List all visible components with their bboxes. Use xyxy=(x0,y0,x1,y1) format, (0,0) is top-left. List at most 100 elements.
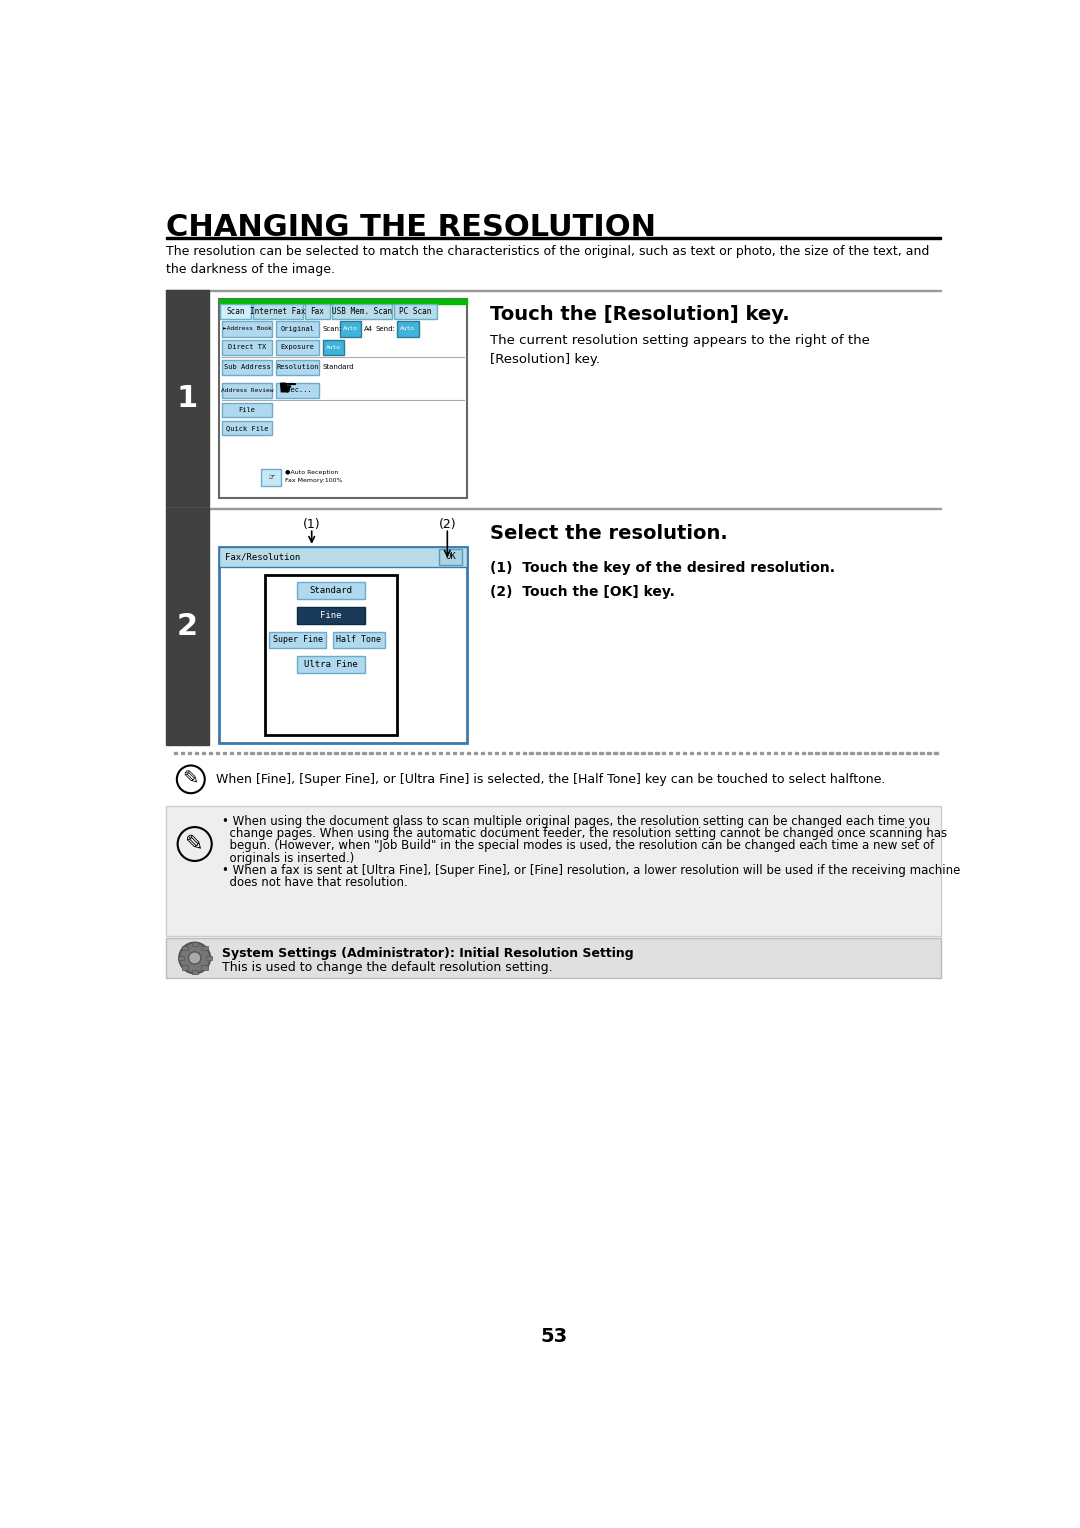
Bar xyxy=(795,752,798,753)
Bar xyxy=(418,752,421,753)
Bar xyxy=(460,752,463,753)
Bar xyxy=(191,941,198,946)
Bar xyxy=(177,955,184,960)
Bar xyxy=(858,752,861,753)
Text: System Settings (Administrator): Initial Resolution Setting: System Settings (Administrator): Initial… xyxy=(221,947,634,960)
Text: Fine: Fine xyxy=(321,611,342,620)
Bar xyxy=(276,384,319,399)
Bar xyxy=(543,752,546,753)
Bar xyxy=(202,966,207,970)
Bar xyxy=(481,752,484,753)
Text: The current resolution setting appears to the right of the
[Resolution] key.: The current resolution setting appears t… xyxy=(490,335,869,367)
Bar xyxy=(759,752,764,753)
Bar xyxy=(362,752,365,753)
Text: Fax: Fax xyxy=(311,307,324,316)
Bar xyxy=(188,752,191,753)
Bar xyxy=(809,752,812,753)
Text: 2: 2 xyxy=(176,613,198,642)
Bar xyxy=(509,752,512,753)
Bar xyxy=(397,321,419,336)
Bar xyxy=(334,752,338,753)
Bar xyxy=(251,752,254,753)
Text: 53: 53 xyxy=(540,1328,567,1346)
Bar xyxy=(613,752,617,753)
Bar xyxy=(620,752,623,753)
Text: The resolution can be selected to match the characteristics of the original, suc: The resolution can be selected to match … xyxy=(166,244,930,277)
Text: PC Scan: PC Scan xyxy=(400,307,432,316)
Bar xyxy=(181,946,188,950)
Text: File: File xyxy=(239,406,256,413)
Bar xyxy=(181,966,188,970)
Text: Sub Address: Sub Address xyxy=(224,364,270,370)
Text: (1)  Touch the key of the desired resolution.: (1) Touch the key of the desired resolut… xyxy=(490,561,835,575)
Bar xyxy=(515,752,519,753)
Text: This is used to change the default resolution setting.: This is used to change the default resol… xyxy=(221,961,553,973)
Bar xyxy=(216,752,219,753)
Bar xyxy=(648,752,651,753)
Bar xyxy=(297,607,365,623)
Bar xyxy=(578,752,582,753)
Bar xyxy=(222,752,226,753)
Bar xyxy=(676,752,679,753)
Bar xyxy=(237,752,240,753)
Bar xyxy=(642,752,645,753)
Text: • When using the document glass to scan multiple original pages, the resolution : • When using the document glass to scan … xyxy=(221,814,930,828)
Bar xyxy=(446,752,449,753)
Bar xyxy=(872,752,875,753)
Bar xyxy=(174,752,177,753)
Bar xyxy=(592,752,596,753)
Text: Standard: Standard xyxy=(310,587,352,596)
Bar xyxy=(166,237,941,238)
Bar xyxy=(341,752,345,753)
Circle shape xyxy=(179,943,211,973)
Text: (2): (2) xyxy=(438,518,456,530)
Bar xyxy=(488,752,491,753)
Bar xyxy=(823,752,826,753)
Bar xyxy=(205,955,212,960)
Bar xyxy=(297,656,365,672)
Bar xyxy=(279,752,282,753)
Bar xyxy=(906,752,909,753)
Bar xyxy=(606,752,610,753)
Text: • When a fax is sent at [Ultra Fine], [Super Fine], or [Fine] resolution, a lowe: • When a fax is sent at [Ultra Fine], [S… xyxy=(221,863,960,877)
Text: Super Fine: Super Fine xyxy=(273,636,323,645)
Bar xyxy=(697,752,700,753)
Bar xyxy=(718,752,721,753)
Bar xyxy=(202,946,207,950)
Bar xyxy=(243,752,247,753)
Text: Select the resolution.: Select the resolution. xyxy=(490,524,728,542)
Text: Resolution: Resolution xyxy=(276,364,319,370)
Bar xyxy=(265,752,268,753)
Bar xyxy=(585,752,589,753)
Bar xyxy=(404,752,407,753)
Bar xyxy=(732,752,735,753)
Bar xyxy=(339,321,362,336)
Text: ✎: ✎ xyxy=(186,834,204,854)
Bar xyxy=(892,752,895,753)
Bar xyxy=(801,752,805,753)
Bar xyxy=(194,752,198,753)
Text: Touch the [Resolution] key.: Touch the [Resolution] key. xyxy=(490,306,789,324)
Bar xyxy=(307,752,310,753)
Bar xyxy=(537,752,540,753)
Bar xyxy=(523,752,526,753)
Text: Direct TX: Direct TX xyxy=(228,344,266,350)
Text: Internet Fax: Internet Fax xyxy=(251,307,306,316)
Bar xyxy=(474,752,477,753)
Bar xyxy=(390,752,393,753)
Bar xyxy=(836,752,840,753)
Bar xyxy=(218,547,467,743)
Bar xyxy=(850,752,854,753)
Text: USB Mem. Scan: USB Mem. Scan xyxy=(332,307,392,316)
Circle shape xyxy=(189,952,201,964)
Text: Quick File: Quick File xyxy=(226,425,268,431)
Text: ●Auto Reception: ●Auto Reception xyxy=(285,471,339,475)
Bar xyxy=(920,752,923,753)
Bar xyxy=(221,339,272,354)
Bar xyxy=(501,752,505,753)
Bar xyxy=(276,321,319,336)
Text: (2)  Touch the [OK] key.: (2) Touch the [OK] key. xyxy=(490,585,675,599)
Bar xyxy=(711,752,714,753)
Bar xyxy=(221,384,272,399)
Bar xyxy=(669,752,673,753)
